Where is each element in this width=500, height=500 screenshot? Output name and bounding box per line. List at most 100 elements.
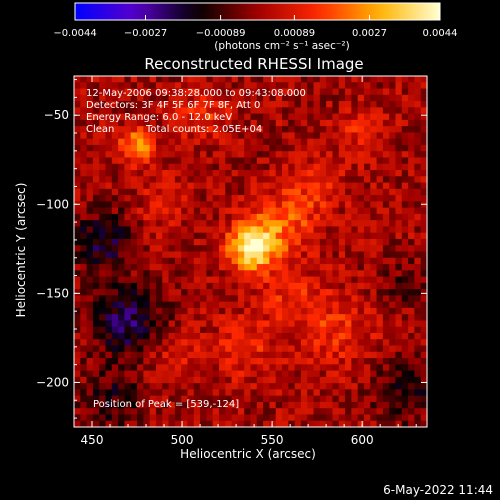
heatmap-cell	[111, 132, 119, 140]
heatmap-cell	[420, 245, 428, 253]
heatmap-cell	[382, 420, 390, 428]
heatmap-cell	[357, 220, 365, 228]
heatmap-cell	[288, 76, 296, 83]
heatmap-cell	[244, 207, 252, 215]
heatmap-cell	[80, 257, 88, 265]
heatmap-cell	[275, 119, 283, 127]
heatmap-cell	[155, 182, 163, 190]
heatmap-cell	[357, 370, 365, 378]
heatmap-cell	[181, 364, 189, 372]
heatmap-cell	[357, 326, 365, 334]
heatmap-cell	[80, 132, 88, 140]
heatmap-cell	[363, 138, 371, 146]
heatmap-cell	[269, 320, 277, 328]
heatmap-cell	[307, 389, 315, 397]
heatmap-cell	[395, 76, 403, 83]
heatmap-cell	[376, 119, 384, 127]
heatmap-cell	[376, 126, 384, 134]
heatmap-cell	[338, 257, 346, 265]
heatmap-cell	[155, 163, 163, 171]
heatmap-cell	[282, 94, 289, 102]
heatmap-cell	[389, 320, 397, 328]
heatmap-cell	[137, 301, 144, 309]
heatmap-cell	[225, 94, 233, 102]
heatmap-cell	[168, 401, 176, 409]
heatmap-cell	[263, 264, 271, 271]
heatmap-cell	[162, 138, 170, 146]
heatmap-cell	[111, 401, 119, 409]
heatmap-cell	[124, 226, 132, 234]
heatmap-cell	[99, 257, 107, 265]
heatmap-cell	[294, 395, 302, 403]
heatmap-cell	[269, 276, 277, 284]
heatmap-cell	[250, 170, 258, 177]
heatmap-cell	[187, 163, 195, 171]
heatmap-cell	[263, 320, 271, 328]
heatmap-cell	[174, 345, 182, 353]
heatmap-cell	[200, 151, 207, 159]
heatmap-cell	[174, 282, 182, 290]
heatmap-cell	[420, 414, 428, 422]
heatmap-cell	[174, 401, 182, 409]
heatmap-cell	[74, 301, 81, 309]
heatmap-cell	[363, 82, 371, 90]
heatmap-cell	[237, 226, 245, 234]
heatmap-cell	[370, 264, 378, 271]
heatmap-cell	[300, 314, 308, 322]
heatmap-cell	[256, 170, 264, 177]
heatmap-cell	[105, 345, 113, 353]
heatmap-cell	[149, 251, 157, 259]
heatmap-cell	[200, 358, 207, 365]
heatmap-cell	[250, 232, 258, 240]
heatmap-cell	[250, 245, 258, 253]
heatmap-cell	[382, 76, 390, 83]
heatmap-cell	[382, 176, 390, 184]
heatmap-cell	[124, 376, 132, 384]
heatmap-cell	[269, 226, 277, 234]
heatmap-cell	[313, 182, 321, 190]
heatmap-cell	[263, 414, 271, 422]
heatmap-cell	[307, 282, 315, 290]
heatmap-cell	[370, 226, 378, 234]
heatmap-cell	[345, 276, 352, 284]
heatmap-cell	[294, 76, 302, 83]
heatmap-cell	[118, 151, 126, 159]
heatmap-cell	[256, 132, 264, 140]
heatmap-cell	[351, 82, 359, 90]
heatmap-cell	[74, 113, 81, 121]
heatmap-cell	[307, 238, 315, 246]
heatmap-cell	[124, 401, 132, 409]
heatmap-cell	[326, 94, 334, 102]
heatmap-cell	[401, 238, 409, 246]
heatmap-cell	[181, 264, 189, 271]
heatmap-cell	[92, 395, 100, 403]
heatmap-cell	[111, 358, 119, 365]
heatmap-cell	[187, 119, 195, 127]
heatmap-cell	[225, 345, 233, 353]
heatmap-cell	[275, 307, 283, 315]
heatmap-cell	[162, 376, 170, 384]
heatmap-cell	[237, 383, 245, 390]
heatmap-cell	[363, 76, 371, 83]
heatmap-cell	[294, 276, 302, 284]
heatmap-cell	[275, 220, 283, 228]
heatmap-cell	[200, 94, 207, 102]
heatmap-cell	[86, 232, 94, 240]
heatmap-cell	[288, 226, 296, 234]
heatmap-cell	[143, 101, 151, 108]
heatmap-cell	[269, 408, 277, 416]
heatmap-cell	[200, 201, 207, 209]
heatmap-cell	[231, 195, 239, 202]
heatmap-cell	[99, 420, 107, 428]
heatmap-cell	[181, 88, 189, 96]
heatmap-cell	[313, 107, 321, 115]
heatmap-cell	[269, 332, 277, 340]
heatmap-cell	[193, 395, 201, 403]
heatmap-cell	[206, 94, 214, 102]
heatmap-cell	[294, 295, 302, 303]
heatmap-cell	[86, 163, 94, 171]
heatmap-cell	[193, 345, 201, 353]
heatmap-cell	[174, 113, 182, 121]
heatmap-cell	[263, 251, 271, 259]
x-tick-label: 500	[171, 433, 194, 447]
